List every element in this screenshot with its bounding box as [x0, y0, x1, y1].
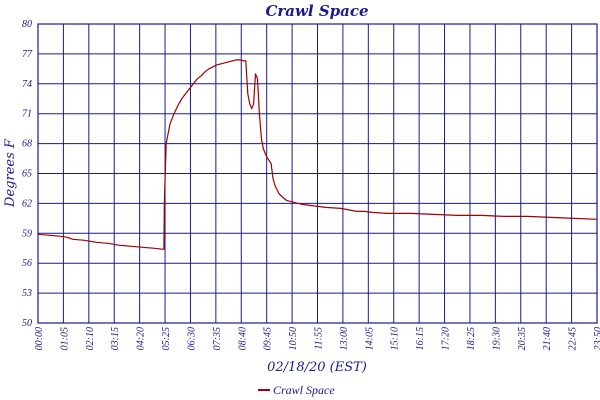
- x-tick-label: 20:35: [517, 327, 528, 350]
- series-line-crawl-space: [37, 59, 598, 250]
- x-tick-label: 21:40: [542, 327, 553, 350]
- y-tick-label: 62: [22, 198, 32, 209]
- x-tick-label: 16:15: [415, 327, 426, 350]
- x-tick-label: 08:40: [237, 327, 248, 350]
- y-tick-label: 65: [22, 169, 32, 180]
- x-tick-label: 04:20: [136, 327, 147, 350]
- x-tick-label: 23:50: [593, 327, 600, 350]
- chart-title: Crawl Space: [265, 2, 368, 20]
- x-tick-label: 11:55: [314, 327, 325, 350]
- x-tick-label: 18:25: [466, 327, 477, 350]
- x-tick-label: 05:25: [161, 327, 172, 350]
- grid-lines: [37, 23, 598, 324]
- x-tick-label: 19:30: [491, 327, 502, 350]
- x-tick-label: 22:45: [568, 327, 579, 350]
- legend: Crawl Space: [258, 383, 335, 397]
- x-tick-label: 13:00: [339, 327, 350, 350]
- x-tick-label: 00:00: [34, 327, 45, 350]
- x-tick-label: 01:05: [59, 327, 70, 350]
- x-tick-label: 06:30: [186, 327, 197, 350]
- y-tick-label: 68: [22, 139, 32, 150]
- y-tick-label: 77: [22, 49, 33, 60]
- x-tick-label: 10:50: [288, 327, 299, 350]
- y-tick-label: 59: [22, 228, 32, 239]
- x-tick-label: 03:15: [110, 327, 121, 350]
- x-tick-label: 15:10: [390, 327, 401, 350]
- y-tick-label: 71: [22, 109, 32, 120]
- y-tick-label: 56: [22, 258, 32, 269]
- plot-frame: [37, 23, 598, 324]
- y-tick-label: 53: [22, 288, 32, 299]
- y-tick-labels: 80 77 74 71 68 65 62 59 56 53 50: [22, 19, 33, 329]
- x-tick-label: 17:20: [441, 327, 452, 350]
- y-tick-label: 50: [22, 318, 32, 329]
- x-tick-label: 07:35: [212, 327, 223, 350]
- x-tick-label: 09:45: [263, 327, 274, 350]
- x-axis-title: 02/18/20 (EST): [267, 360, 367, 375]
- x-tick-label: 02:10: [85, 327, 96, 350]
- x-tick-labels: 00:00 01:05 02:10 03:15 04:20 05:25 06:30 07:35…: [34, 327, 600, 350]
- legend-label-crawl-space: Crawl Space: [273, 383, 335, 397]
- y-axis-title: Degrees F: [3, 138, 18, 208]
- y-tick-label: 80: [22, 19, 32, 30]
- x-tick-label: 14:05: [364, 327, 375, 350]
- y-tick-label: 74: [22, 79, 32, 90]
